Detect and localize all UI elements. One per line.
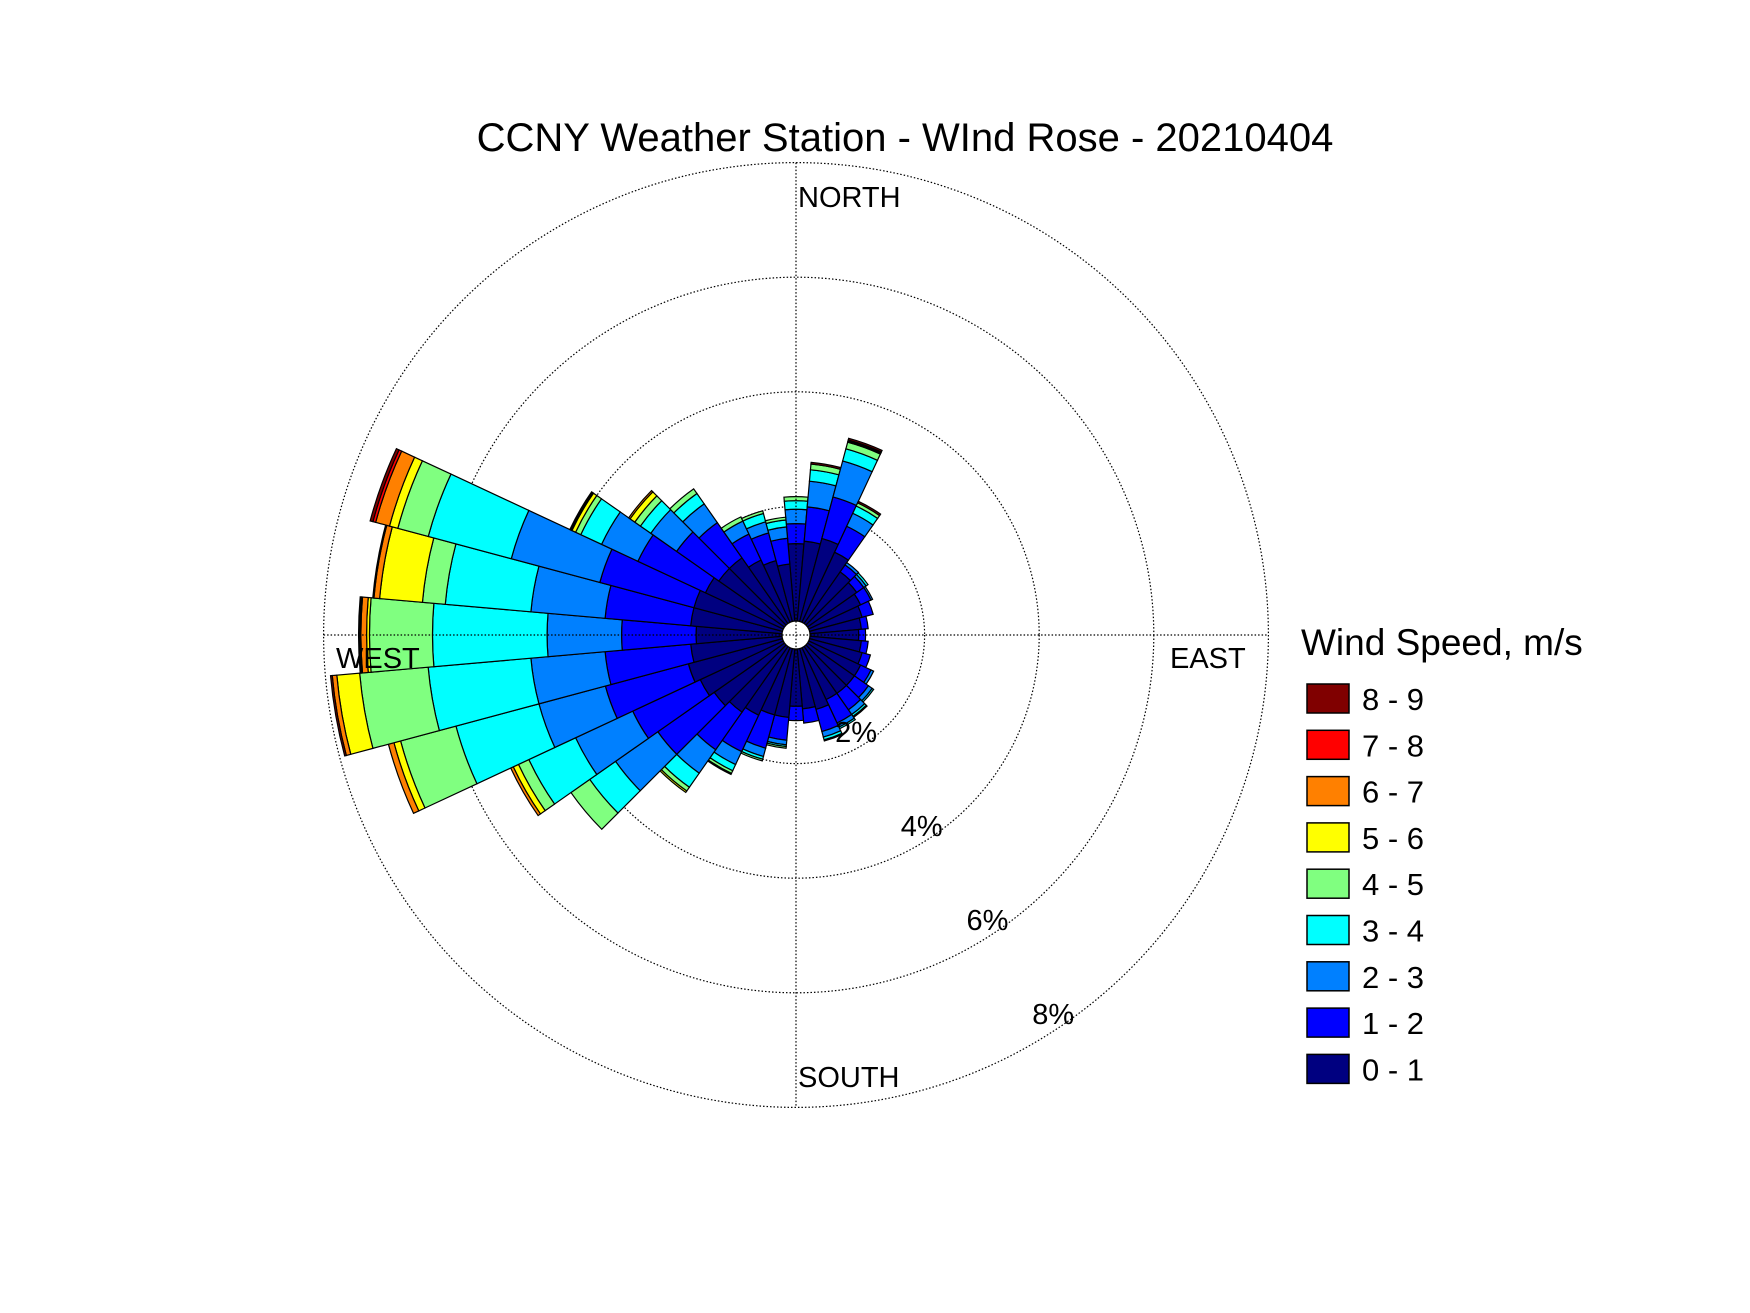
sector-300-bin-8 — [569, 491, 594, 531]
sector-160 — [798, 646, 844, 742]
sector-290-bin-8 — [369, 447, 400, 523]
sector-310-bin-6 — [627, 489, 654, 520]
sector-340-bin-4 — [740, 510, 765, 522]
legend-label-2: 2 - 3 — [1362, 960, 1424, 995]
legend-label-0: 0 - 1 — [1362, 1052, 1424, 1087]
sector-320-bin-4 — [668, 487, 698, 514]
legend-swatch-5 — [1306, 822, 1350, 853]
grid-ring-4 — [323, 162, 1269, 1108]
sector-80-bin-1 — [858, 615, 869, 630]
legend-item-6: 6 - 7 — [1306, 775, 1424, 810]
sector-30-bin-8 — [856, 500, 882, 517]
wind-sectors — [329, 437, 883, 831]
legend-item-4: 4 - 5 — [1306, 867, 1424, 902]
radial-tick-label-3: 6% — [967, 905, 1009, 937]
sector-330-bin-4 — [720, 516, 744, 533]
legend-title: Wind Speed, m/s — [1301, 622, 1583, 663]
legend-label-4: 4 - 5 — [1362, 867, 1424, 902]
legend-swatch-6 — [1306, 775, 1350, 807]
sector-350 — [764, 516, 796, 623]
legend-item-1: 1 - 2 — [1306, 1006, 1424, 1041]
west-label: WEST — [336, 643, 420, 675]
legend-item-0: 0 - 1 — [1306, 1052, 1424, 1087]
axis-labels: NORTH SOUTH EAST WEST — [336, 182, 1246, 1094]
sector-350-bin-4 — [764, 516, 787, 525]
legend-label-7: 7 - 8 — [1362, 728, 1424, 763]
legend: Wind Speed, m/s 8 - 9 7 - 8 6 - 7 5 - 6 4 - … — [1301, 622, 1583, 1087]
legend-item-5: 5 - 6 — [1306, 821, 1424, 856]
sector-0-bin-3 — [783, 500, 809, 511]
radial-tick-label-1: 2% — [835, 717, 877, 749]
sector-290 — [369, 447, 785, 633]
sector-310 — [627, 489, 787, 628]
legend-label-5: 5 - 6 — [1362, 821, 1424, 856]
radial-tick-label-4: 8% — [1032, 999, 1074, 1031]
sector-100 — [808, 635, 869, 655]
chart-title: CCNY Weather Station - WInd Rose - 20210… — [477, 116, 1334, 160]
east-label: EAST — [1170, 643, 1246, 675]
legend-label-6: 6 - 7 — [1362, 775, 1424, 810]
sector-260-bin-8 — [329, 674, 348, 757]
legend-swatch-4 — [1306, 868, 1350, 899]
legend-swatch-2 — [1306, 961, 1350, 992]
sector-20-bin-8 — [847, 437, 883, 453]
legend-item-8: 8 - 9 — [1306, 682, 1424, 717]
center-hole — [781, 620, 811, 650]
legend-label-1: 1 - 2 — [1362, 1006, 1424, 1041]
south-label: SOUTH — [798, 1062, 900, 1094]
sector-220 — [659, 644, 789, 794]
legend-label-3: 3 - 4 — [1362, 914, 1424, 949]
sector-170-bin-1 — [801, 705, 820, 724]
legend-swatch-0 — [1306, 1053, 1350, 1085]
legend-swatch-3 — [1306, 914, 1350, 946]
legend-swatch-8 — [1306, 683, 1350, 714]
sector-50-bin-3 — [855, 571, 869, 587]
radial-tick-label-2: 4% — [901, 811, 943, 843]
north-label: NORTH — [798, 182, 901, 214]
sector-250 — [387, 637, 785, 815]
legend-swatch-7 — [1306, 729, 1350, 761]
legend-swatch-1 — [1306, 1007, 1350, 1038]
legend-item-2: 2 - 3 — [1306, 960, 1424, 995]
sector-300 — [569, 491, 786, 630]
sector-280 — [372, 524, 784, 635]
radial-tick-labels: 2% 4% 6% 8% — [835, 717, 1074, 1031]
legend-label-8: 8 - 9 — [1362, 682, 1424, 717]
sector-70-bin-1 — [857, 600, 874, 619]
legend-item-7: 7 - 8 — [1306, 728, 1424, 763]
legend-item-3: 3 - 4 — [1306, 914, 1424, 949]
sector-210 — [706, 645, 791, 776]
sector-270-bin-8 — [358, 596, 363, 674]
sector-60-bin-2 — [862, 585, 874, 601]
sector-30 — [801, 500, 882, 625]
sector-20 — [798, 437, 883, 624]
sector-160-bin-4 — [823, 732, 844, 742]
